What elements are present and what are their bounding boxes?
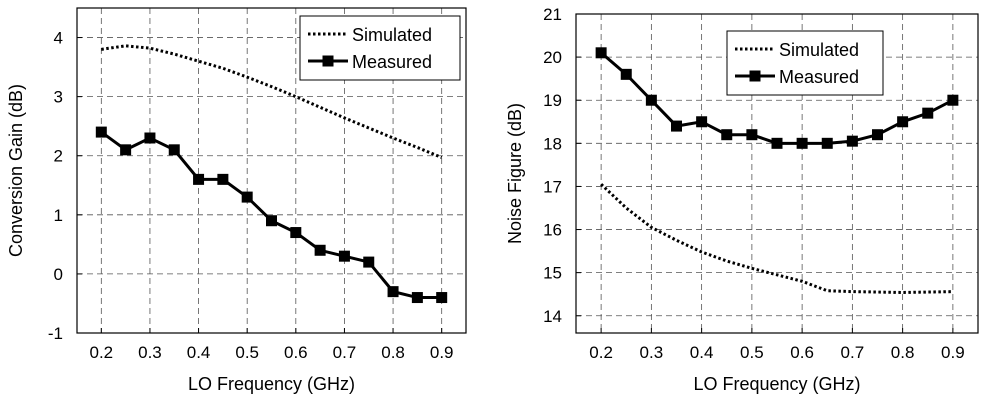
x-tick-label: 0.9 bbox=[941, 343, 965, 362]
legend-box bbox=[299, 15, 461, 81]
legend-label: Simulated bbox=[779, 40, 859, 60]
data-point bbox=[922, 107, 934, 119]
y-axis-label: Noise Figure (dB) bbox=[505, 103, 525, 244]
y-tick-label: 14 bbox=[543, 307, 562, 326]
data-point bbox=[266, 215, 277, 227]
y-axis-label: Conversion Gain (dB) bbox=[6, 84, 26, 257]
x-tick-label: 0.8 bbox=[891, 343, 915, 362]
x-axis-label: LO Frequency (GHz) bbox=[188, 374, 355, 394]
conversion-gain-chart: 0.2 0.3 0.4 0.5 0.6 0.7 0.8 0.9 -1 0 1 2 3 4 LO Freque… bbox=[6, 7, 467, 394]
data-point bbox=[168, 144, 180, 156]
legend: Simulated Measured bbox=[726, 30, 884, 96]
x-tick-label: 0.3 bbox=[138, 343, 162, 362]
data-point bbox=[120, 144, 132, 156]
y-tick-label: 18 bbox=[543, 134, 562, 153]
series-measured bbox=[595, 47, 959, 149]
y-tick-label: 2 bbox=[54, 147, 63, 166]
y-tick-label: 15 bbox=[543, 264, 562, 283]
data-point bbox=[872, 129, 883, 141]
x-tick-label: 0.7 bbox=[333, 343, 357, 362]
data-point bbox=[314, 244, 326, 256]
data-point bbox=[290, 227, 302, 239]
series-simulated bbox=[600, 183, 953, 294]
x-tick-label: 0.2 bbox=[89, 343, 113, 362]
x-axis-label: LO Frequency (GHz) bbox=[693, 374, 860, 394]
y-tick-label: 20 bbox=[543, 48, 562, 67]
series-measured bbox=[95, 126, 448, 304]
x-tick-label: 0.7 bbox=[841, 343, 865, 362]
y-tick-label: 0 bbox=[54, 265, 63, 284]
data-point bbox=[645, 94, 657, 106]
y-tick-label: 17 bbox=[543, 177, 562, 196]
legend-box bbox=[726, 30, 884, 96]
data-point bbox=[620, 68, 632, 80]
data-point bbox=[241, 191, 253, 203]
data-point bbox=[144, 132, 156, 144]
x-tick-label: 0.9 bbox=[430, 343, 454, 362]
data-point bbox=[947, 94, 959, 106]
data-point bbox=[363, 256, 375, 268]
data-point bbox=[846, 135, 858, 147]
series-simulated bbox=[101, 44, 443, 159]
data-point bbox=[338, 250, 350, 262]
series-line bbox=[600, 183, 953, 294]
x-tick-label: 0.4 bbox=[187, 343, 211, 362]
x-tick-label: 0.4 bbox=[690, 343, 714, 362]
legend-label: Measured bbox=[352, 52, 432, 72]
data-point bbox=[595, 47, 607, 59]
data-point bbox=[411, 292, 423, 304]
y-tick-label: 19 bbox=[543, 91, 562, 110]
data-point bbox=[746, 129, 758, 141]
data-point bbox=[696, 116, 708, 128]
legend-marker bbox=[322, 55, 334, 67]
x-tick-label: 0.5 bbox=[235, 343, 259, 362]
y-tick-label: 4 bbox=[54, 29, 63, 48]
plot-frame bbox=[76, 7, 467, 334]
data-point bbox=[897, 116, 909, 128]
x-tick-label: 0.3 bbox=[640, 343, 664, 362]
y-tick-label: 21 bbox=[543, 5, 562, 24]
data-point bbox=[771, 137, 783, 149]
legend-marker bbox=[749, 70, 761, 82]
noise-figure-chart: 0.2 0.3 0.4 0.5 0.6 0.7 0.8 0.9 14 15 16 17 18 19 20 21… bbox=[505, 5, 979, 394]
x-tick-label: 0.6 bbox=[284, 343, 308, 362]
data-point bbox=[671, 120, 682, 132]
data-point bbox=[217, 173, 229, 185]
x-tick-label: 0.5 bbox=[740, 343, 764, 362]
x-tick-label: 0.8 bbox=[381, 343, 405, 362]
legend-label: Measured bbox=[779, 67, 859, 87]
plot-frame bbox=[575, 13, 979, 334]
y-tick-label: -1 bbox=[48, 324, 63, 343]
data-point bbox=[193, 173, 205, 185]
data-point bbox=[436, 292, 448, 304]
x-tick-label: 0.2 bbox=[589, 343, 613, 362]
y-tick-label: 3 bbox=[54, 88, 63, 107]
series-line bbox=[101, 44, 443, 159]
y-tick-label: 16 bbox=[543, 221, 562, 240]
data-point bbox=[796, 137, 808, 149]
y-tick-label: 1 bbox=[54, 206, 63, 225]
legend-label: Simulated bbox=[352, 25, 432, 45]
x-tick-label: 0.6 bbox=[790, 343, 814, 362]
data-point bbox=[387, 286, 399, 298]
legend: Simulated Measured bbox=[299, 15, 461, 81]
data-point bbox=[721, 129, 733, 141]
data-point bbox=[95, 126, 107, 138]
data-point bbox=[821, 137, 833, 149]
